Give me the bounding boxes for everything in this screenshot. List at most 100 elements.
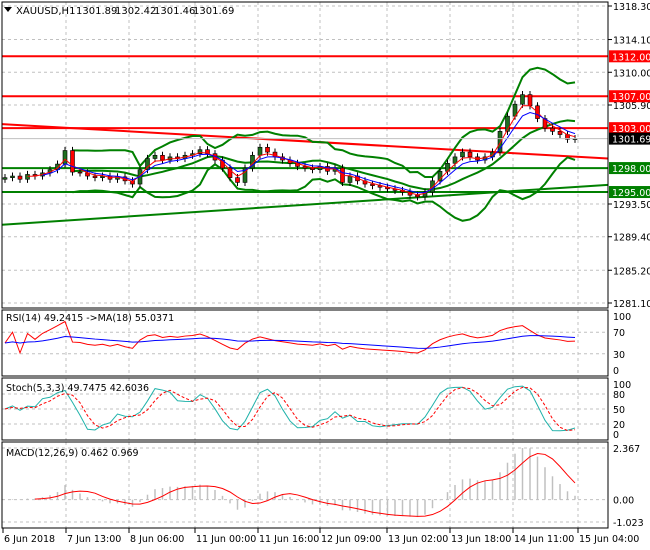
macd-label: MACD(12,26,9) 0.462 0.969 <box>6 448 139 459</box>
candle <box>70 146 75 176</box>
candle <box>227 164 233 182</box>
price-tick-label: 1318.30 <box>613 2 650 13</box>
price-panel[interactable] <box>1 55 609 226</box>
candle <box>317 162 323 174</box>
candle-body <box>557 131 563 135</box>
candle-body <box>370 183 375 186</box>
rsi-ma-line <box>4 335 576 349</box>
level-price-box <box>609 162 650 175</box>
dropdown-triangle-icon[interactable] <box>4 7 12 12</box>
x-tick-label: 13 Jun 02:00 <box>388 534 448 545</box>
stoch-tick-label: 80 <box>613 390 625 401</box>
candle <box>2 174 8 183</box>
candle-body <box>497 131 503 153</box>
candle <box>92 172 98 182</box>
candle-body <box>415 194 420 198</box>
candle-body <box>70 150 75 173</box>
stochastic-panel[interactable] <box>4 385 576 432</box>
candle-body <box>62 150 68 165</box>
grid <box>2 2 608 528</box>
candle <box>115 173 120 183</box>
rsi-tick-label: 70 <box>613 328 625 339</box>
candle-body <box>145 158 150 170</box>
level-price-label: 1303.00 <box>612 124 650 135</box>
main-frame <box>1 1 609 309</box>
candle-body <box>437 170 443 182</box>
candle-body <box>160 154 165 161</box>
level-price-box <box>609 122 650 135</box>
price-tick-label: 1293.50 <box>613 200 650 211</box>
level-price-label: 1295.00 <box>612 188 650 199</box>
bollinger-middle <box>72 119 576 191</box>
low-value: 1301.46 <box>154 6 195 17</box>
level-price-box <box>609 50 650 63</box>
rsi-tick-label: 0 <box>613 366 619 377</box>
price-tick-label: 1281.10 <box>613 299 650 310</box>
bollinger-upper <box>72 66 576 178</box>
macd-tick-label: 0.00 <box>613 496 634 507</box>
stoch-label: Stoch(5,3,3) 49.7475 42.6036 <box>6 383 149 394</box>
rsi-panel[interactable] <box>4 320 576 355</box>
current-price-label: 1301.69 <box>612 135 650 146</box>
x-tick-label: 12 Jun 09:00 <box>321 534 381 545</box>
rsi-label: RSI(14) 49.2415 ->MA(18) 55.0371 <box>6 313 174 324</box>
price-tick-label: 1310.00 <box>613 68 650 79</box>
stoch-tick-label: 20 <box>613 420 625 431</box>
x-tick-label: 11 Jun 16:00 <box>259 534 319 545</box>
candle-body <box>92 175 98 178</box>
stoch-tick-label: 50 <box>613 405 625 416</box>
candle <box>497 127 503 156</box>
candle-body <box>2 177 8 180</box>
level-price-label: 1312.00 <box>612 52 650 63</box>
candle-body <box>152 154 158 159</box>
candle-body <box>467 151 473 158</box>
candle-body <box>302 166 308 169</box>
price-tick-label: 1285.20 <box>613 266 650 277</box>
candle-body <box>505 115 510 132</box>
candle <box>467 148 473 161</box>
candle-body <box>130 180 135 185</box>
candle-body <box>452 156 458 164</box>
high-value: 1302.42 <box>115 6 156 17</box>
x-tick-label: 14 Jun 11:00 <box>514 534 574 545</box>
ma-slow-line <box>42 112 576 194</box>
candle <box>130 177 135 188</box>
candle-body <box>235 177 240 183</box>
candle-body <box>197 149 203 155</box>
candle <box>205 146 210 158</box>
panel-frames <box>1 1 609 529</box>
candle-body <box>265 147 270 153</box>
price-tick-label: 1314.10 <box>613 36 650 47</box>
x-tick-label: 11 Jun 00:00 <box>196 534 256 545</box>
x-tick-label: 6 Jun 2018 <box>4 534 55 545</box>
candle <box>32 170 38 180</box>
rsi-tick-label: 100 <box>613 312 631 323</box>
macd-tick-label: 2.367 <box>613 444 640 455</box>
candle-body <box>310 167 315 170</box>
chart-header: XAUUSD,H1 1301.89 1302.42 1301.46 1301.6… <box>4 6 234 17</box>
rsi-frame <box>1 309 609 377</box>
level-price-box <box>609 90 650 103</box>
candle <box>160 151 165 164</box>
price-tick-label: 1289.40 <box>613 233 650 244</box>
macd-panel[interactable] <box>5 448 576 518</box>
candle-body <box>347 175 353 183</box>
candle <box>520 91 525 108</box>
candle-body <box>17 175 23 180</box>
candle <box>287 156 293 167</box>
candle <box>25 170 30 183</box>
macd-tick-label: -1.023 <box>613 518 644 529</box>
candle-body <box>242 167 248 183</box>
candle <box>370 180 375 190</box>
rsi-line <box>4 320 576 355</box>
candle <box>557 127 563 139</box>
candle-body <box>25 174 30 180</box>
candle-body <box>460 151 465 158</box>
price-tick-label: 1305.90 <box>613 101 650 112</box>
close-value: 1301.69 <box>193 6 234 17</box>
x-tick-label: 15 Jun 04:00 <box>579 534 639 545</box>
candle-body <box>10 175 15 178</box>
candle-body <box>550 127 555 132</box>
candle-body <box>257 147 263 156</box>
